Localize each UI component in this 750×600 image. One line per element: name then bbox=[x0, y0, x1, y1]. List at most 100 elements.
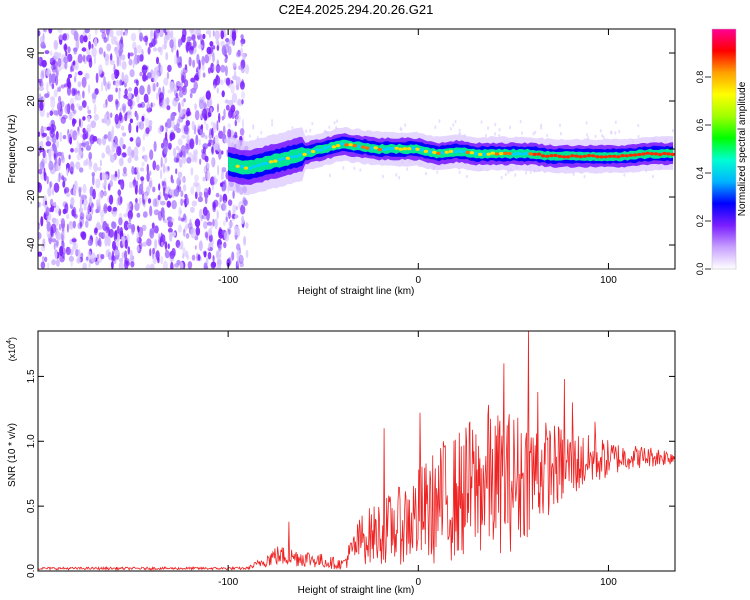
noise-blob bbox=[110, 112, 113, 118]
noise-blob bbox=[212, 123, 217, 133]
noise-blob bbox=[209, 41, 214, 47]
noise-blob bbox=[127, 99, 133, 107]
track-core bbox=[448, 149, 454, 153]
spectrogram-noise bbox=[38, 29, 674, 269]
snr-frame bbox=[37, 330, 676, 572]
noise-blob bbox=[178, 206, 182, 218]
track-core bbox=[340, 142, 345, 146]
noise-blob bbox=[197, 123, 201, 130]
noise-blob bbox=[175, 80, 181, 89]
track-core bbox=[536, 152, 542, 156]
noise-blob bbox=[242, 53, 246, 61]
noise-blob bbox=[182, 67, 188, 74]
noise-blob bbox=[41, 59, 47, 68]
noise-blob bbox=[48, 150, 51, 158]
noise-blob bbox=[118, 114, 124, 124]
noise-blob bbox=[243, 235, 247, 246]
noise-blob bbox=[222, 125, 226, 136]
noise-blob bbox=[166, 200, 171, 208]
noise-blob bbox=[145, 127, 150, 135]
noise-blob bbox=[213, 84, 216, 91]
noise-blob bbox=[147, 84, 151, 96]
snr-multiplier-base: (x10 bbox=[7, 344, 17, 362]
noise-blob bbox=[204, 196, 208, 205]
noise-blob bbox=[95, 208, 99, 214]
track-core bbox=[436, 151, 441, 155]
noise-blob bbox=[58, 95, 62, 103]
noise-blob bbox=[51, 83, 55, 90]
noise-blob bbox=[191, 34, 196, 41]
noise-blob bbox=[101, 31, 107, 40]
noise-blob bbox=[38, 131, 41, 137]
noise-blob bbox=[160, 169, 163, 180]
noise-blob bbox=[119, 79, 122, 86]
noise-blob bbox=[116, 69, 120, 77]
track-core bbox=[628, 153, 634, 157]
noise-blob bbox=[201, 214, 204, 220]
noise-blob bbox=[153, 141, 157, 152]
noise-speck bbox=[328, 173, 331, 178]
noise-blob bbox=[104, 177, 107, 188]
noise-blob bbox=[146, 72, 153, 79]
noise-blob bbox=[129, 149, 133, 160]
noise-blob bbox=[41, 256, 45, 262]
noise-blob bbox=[136, 125, 139, 133]
noise-blob bbox=[38, 56, 41, 65]
noise-blob bbox=[142, 146, 146, 152]
noise-blob bbox=[85, 72, 88, 80]
noise-blob bbox=[152, 256, 157, 265]
noise-blob bbox=[214, 30, 220, 40]
noise-blob bbox=[110, 174, 114, 181]
noise-speck bbox=[494, 122, 497, 127]
noise-blob bbox=[73, 213, 78, 219]
noise-blob bbox=[197, 254, 201, 261]
noise-blob bbox=[38, 30, 41, 37]
noise-blob bbox=[167, 166, 170, 171]
noise-blob bbox=[194, 182, 200, 187]
noise-blob bbox=[118, 217, 123, 226]
noise-blob bbox=[212, 30, 215, 37]
noise-blob bbox=[46, 91, 50, 97]
noise-blob bbox=[109, 194, 114, 205]
noise-blob bbox=[122, 172, 128, 177]
noise-blob bbox=[121, 125, 125, 131]
noise-blob bbox=[63, 56, 69, 64]
noise-blob bbox=[47, 262, 50, 269]
noise-blob bbox=[65, 51, 68, 57]
noise-blob bbox=[53, 242, 56, 250]
noise-blob bbox=[151, 82, 157, 92]
snr-xtick-label: 100 bbox=[600, 577, 617, 588]
noise-blob bbox=[190, 186, 195, 195]
noise-speck bbox=[271, 122, 274, 127]
noise-blob bbox=[131, 149, 135, 159]
noise-blob bbox=[136, 212, 141, 218]
noise-blob bbox=[50, 73, 57, 84]
noise-blob bbox=[82, 116, 86, 121]
noise-blob bbox=[234, 110, 240, 116]
noise-speck bbox=[333, 121, 336, 125]
track-core bbox=[582, 154, 588, 158]
noise-blob bbox=[182, 184, 187, 192]
track-core bbox=[637, 152, 642, 157]
noise-blob bbox=[206, 162, 210, 170]
noise-blob bbox=[70, 103, 75, 111]
noise-blob bbox=[139, 85, 145, 96]
noise-blob bbox=[81, 47, 87, 52]
track-core bbox=[440, 151, 445, 155]
snr-xlabel: Height of straight line (km) bbox=[298, 585, 415, 596]
noise-blob bbox=[186, 133, 190, 145]
noise-blob bbox=[205, 123, 209, 131]
noise-speck bbox=[449, 126, 452, 131]
noise-blob bbox=[221, 183, 227, 192]
noise-blob bbox=[55, 259, 60, 267]
noise-blob bbox=[198, 59, 201, 70]
noise-blob bbox=[178, 86, 183, 92]
noise-blob bbox=[88, 262, 91, 269]
noise-speck bbox=[438, 119, 441, 123]
noise-blob bbox=[192, 48, 197, 55]
snr-plot-area bbox=[38, 331, 675, 571]
noise-blob bbox=[42, 95, 46, 102]
noise-blob bbox=[88, 151, 93, 160]
noise-blob bbox=[136, 232, 140, 243]
noise-blob bbox=[208, 234, 213, 242]
